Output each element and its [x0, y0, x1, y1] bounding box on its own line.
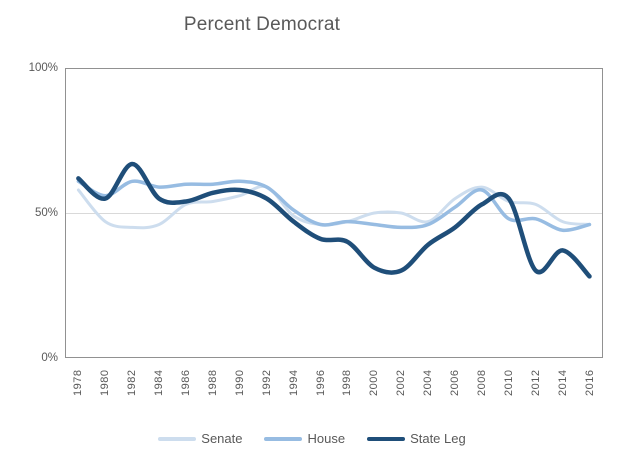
y-axis-label-0: 0%: [41, 352, 58, 364]
x-tick-label-1982: 1982: [126, 369, 139, 397]
y-axis-label-50: 50%: [34, 207, 58, 219]
legend-item-house: House: [264, 431, 345, 446]
legend-swatch-house: [264, 436, 303, 441]
x-tick-label-2000: 2000: [368, 369, 381, 397]
chart-title: Percent Democrat: [183, 14, 341, 35]
x-tick-label-1990: 1990: [233, 369, 246, 397]
x-tick-label-1994: 1994: [287, 369, 300, 397]
x-tick-label-2014: 2014: [556, 369, 569, 397]
series-line-house: [76, 179, 592, 233]
legend-item-senate: Senate: [158, 431, 242, 446]
x-tick-label-2006: 2006: [449, 369, 462, 397]
x-tick-label-1984: 1984: [153, 369, 166, 397]
x-tick-label-1988: 1988: [206, 369, 219, 397]
x-tick-label-2004: 2004: [422, 369, 435, 397]
series-line-state-leg: [76, 161, 592, 279]
x-tick-label-1992: 1992: [260, 369, 273, 397]
legend-swatch-senate: [158, 436, 197, 441]
x-tick-label-2002: 2002: [395, 369, 408, 397]
x-tick-label-2008: 2008: [475, 369, 488, 397]
chart-legend: Senate House State Leg: [0, 431, 624, 446]
x-tick-label-1978: 1978: [72, 369, 85, 397]
legend-swatch-state-leg: [367, 436, 406, 441]
chart-lines-canvas: [76, 161, 592, 279]
legend-label: House: [307, 431, 346, 446]
x-tick-label-1980: 1980: [99, 369, 112, 397]
gridline-50-percent: [66, 213, 602, 214]
x-tick-label-2012: 2012: [529, 369, 542, 397]
x-tick-label-1998: 1998: [341, 369, 354, 397]
x-tick-label-2016: 2016: [583, 369, 596, 397]
x-tick-label-1986: 1986: [180, 369, 193, 397]
legend-label: State Leg: [410, 431, 466, 446]
x-tick-label-1996: 1996: [314, 369, 327, 397]
x-tick-label-2010: 2010: [502, 369, 515, 397]
plot-area: [65, 68, 603, 358]
legend-label: Senate: [201, 431, 243, 446]
legend-item-state-leg: State Leg: [367, 431, 466, 446]
y-axis-label-100: 100%: [28, 62, 58, 74]
